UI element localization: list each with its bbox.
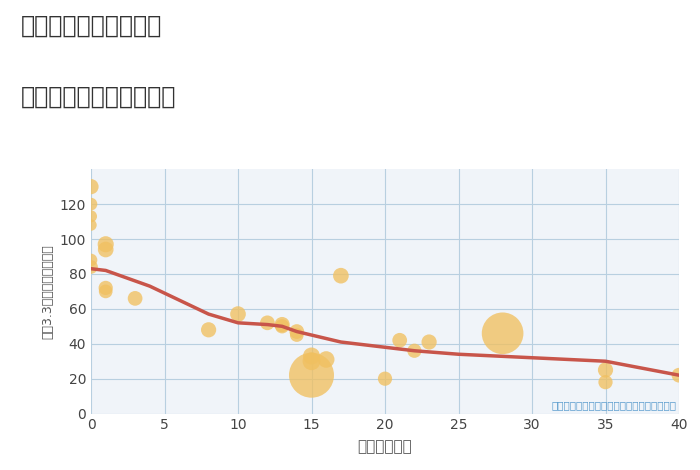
Y-axis label: 坪（3.3㎡）単価（万円）: 坪（3.3㎡）単価（万円） bbox=[41, 244, 54, 339]
Point bbox=[100, 241, 111, 248]
Point bbox=[600, 378, 611, 386]
Point bbox=[130, 295, 141, 302]
Point bbox=[276, 322, 288, 330]
Text: 築年数別中古戸建て価格: 築年数別中古戸建て価格 bbox=[21, 85, 176, 109]
Point bbox=[321, 356, 332, 363]
Point bbox=[306, 352, 317, 360]
Point bbox=[276, 321, 288, 329]
Point bbox=[409, 347, 420, 354]
Point bbox=[85, 263, 97, 271]
Point bbox=[85, 256, 97, 264]
Point bbox=[85, 212, 97, 220]
Point bbox=[379, 375, 391, 383]
Point bbox=[100, 288, 111, 295]
X-axis label: 築年数（年）: 築年数（年） bbox=[358, 439, 412, 454]
Point bbox=[394, 337, 405, 344]
Text: 兵庫県姫路市川西台の: 兵庫県姫路市川西台の bbox=[21, 14, 162, 38]
Point bbox=[203, 326, 214, 334]
Point bbox=[335, 272, 346, 280]
Point bbox=[100, 284, 111, 292]
Point bbox=[291, 328, 302, 335]
Point bbox=[100, 246, 111, 253]
Point bbox=[497, 329, 508, 337]
Text: 円の大きさは、取引のあった物件面積を示す: 円の大きさは、取引のあった物件面積を示す bbox=[551, 400, 676, 410]
Point bbox=[600, 366, 611, 374]
Point bbox=[85, 183, 97, 190]
Point bbox=[291, 331, 302, 339]
Point bbox=[306, 371, 317, 379]
Point bbox=[424, 338, 435, 346]
Point bbox=[85, 200, 97, 208]
Point bbox=[232, 310, 244, 318]
Point bbox=[262, 319, 273, 327]
Point bbox=[85, 221, 97, 229]
Point bbox=[306, 358, 317, 365]
Point bbox=[673, 371, 685, 379]
